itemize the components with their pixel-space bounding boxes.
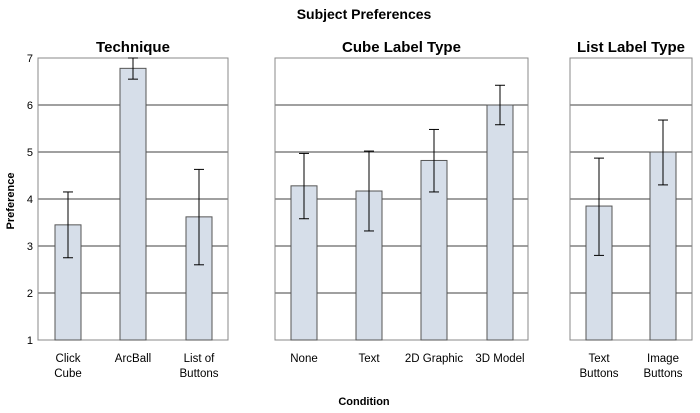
category-label: Cube xyxy=(54,368,82,380)
y-axis-title: Preference xyxy=(5,173,17,230)
y-tick-label: 3 xyxy=(27,241,33,253)
panel-title: Technique xyxy=(96,39,170,56)
panel-3: List Label Type Text Buttons Image Buttons xyxy=(569,39,693,380)
category-label: List of xyxy=(184,353,215,365)
category-label: 2D Graphic xyxy=(405,353,463,365)
bar xyxy=(420,159,448,341)
y-tick-label: 2 xyxy=(27,288,33,300)
category-label: Buttons xyxy=(580,368,619,380)
x-axis-title: Condition xyxy=(338,396,390,408)
category-label: Image xyxy=(647,353,679,365)
bar xyxy=(185,216,213,341)
category-label: Text xyxy=(588,353,610,365)
category-label: Buttons xyxy=(180,368,219,380)
chart-panels: 1 2 3 4 5 6 7 Technique Click Cube ArcBall List of B… xyxy=(27,39,693,380)
panel-1: 1 2 3 4 5 6 7 Technique Click Cube ArcBall List of B… xyxy=(27,39,229,380)
category-label: Text xyxy=(358,353,380,365)
panel-title: List Label Type xyxy=(577,39,685,56)
category-label: Buttons xyxy=(644,368,683,380)
category-label: Click xyxy=(56,353,81,365)
panel-title: Cube Label Type xyxy=(342,39,461,56)
y-tick-label: 7 xyxy=(27,53,33,65)
y-tick-label: 6 xyxy=(27,100,33,112)
category-label: None xyxy=(290,353,318,365)
panel-2: Cube Label Type None Text 2D Graphic 3D Mode… xyxy=(274,39,529,365)
chart-title: Subject Preferences xyxy=(297,6,432,22)
bar xyxy=(486,104,514,341)
bar xyxy=(119,67,147,341)
panel-frame xyxy=(274,57,529,341)
category-label: 3D Model xyxy=(475,353,524,365)
panel-frame xyxy=(569,57,693,341)
y-tick-label: 5 xyxy=(27,147,33,159)
y-tick-label: 1 xyxy=(27,335,33,347)
category-label: ArcBall xyxy=(115,353,151,365)
y-tick-label: 4 xyxy=(27,194,33,206)
